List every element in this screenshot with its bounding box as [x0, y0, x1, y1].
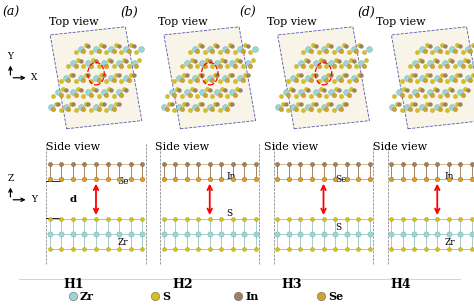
Text: H4: H4	[390, 278, 411, 291]
Text: (c): (c)	[239, 6, 256, 19]
Text: Y: Y	[8, 52, 13, 61]
Text: Top view: Top view	[267, 17, 316, 27]
Text: S: S	[163, 291, 171, 302]
Text: Se: Se	[118, 177, 129, 186]
Text: (b): (b)	[121, 6, 138, 19]
Text: Top view: Top view	[158, 17, 207, 27]
Text: Side view: Side view	[155, 142, 210, 152]
Text: Y: Y	[31, 195, 37, 204]
Text: X: X	[31, 73, 37, 82]
Text: Side view: Side view	[264, 142, 319, 152]
Text: Zr: Zr	[445, 238, 455, 247]
Text: H1: H1	[63, 278, 84, 291]
Text: Side view: Side view	[46, 142, 100, 152]
Polygon shape	[392, 27, 474, 129]
Text: S: S	[336, 223, 342, 232]
Text: Se: Se	[328, 291, 344, 302]
Text: In: In	[445, 172, 454, 181]
Polygon shape	[278, 27, 369, 129]
Text: H3: H3	[281, 278, 302, 291]
Text: In: In	[246, 291, 259, 302]
Text: S: S	[227, 209, 233, 218]
Text: Se: Se	[336, 175, 347, 185]
Text: In: In	[227, 172, 236, 181]
Text: Z: Z	[7, 174, 14, 183]
Text: Side view: Side view	[374, 142, 428, 152]
Text: (d): (d)	[358, 6, 375, 19]
Polygon shape	[164, 27, 255, 129]
Text: d: d	[70, 195, 77, 204]
Text: (a): (a)	[2, 6, 19, 19]
Text: H2: H2	[172, 278, 193, 291]
Text: Top view: Top view	[49, 17, 98, 27]
Polygon shape	[50, 27, 142, 129]
Text: Top view: Top view	[376, 17, 425, 27]
Text: Zr: Zr	[80, 291, 94, 302]
Text: Zr: Zr	[118, 238, 128, 247]
